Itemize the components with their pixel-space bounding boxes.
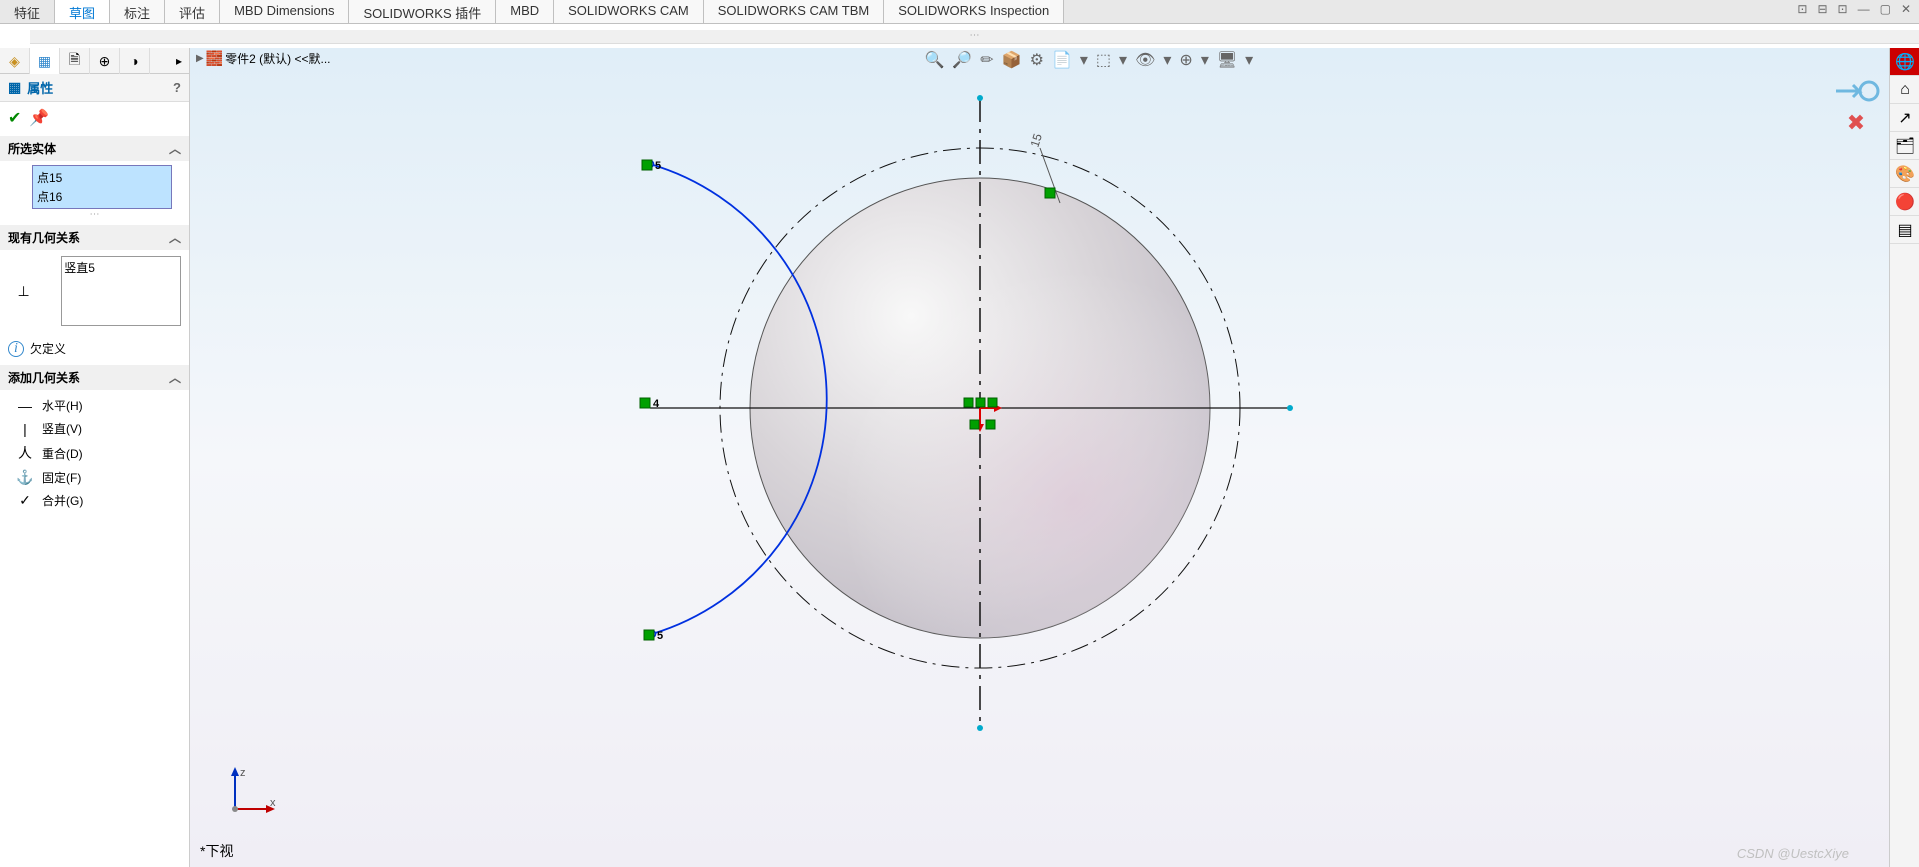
relation-label: 固定(F)	[42, 469, 81, 486]
tab-mbd-dimensions[interactable]: MBD Dimensions	[220, 0, 349, 23]
minimize-icon[interactable]: —	[1858, 2, 1870, 16]
tab-evaluate[interactable]: 评估	[165, 0, 220, 23]
dimexpert-tab-icon[interactable]: ⊕	[90, 48, 120, 74]
relation-label: 重合(D)	[42, 445, 83, 462]
horizontal-icon: —	[16, 398, 34, 414]
appearances-icon[interactable]: 🔴	[1890, 188, 1919, 216]
chevron-up-icon: ︿	[169, 369, 181, 386]
sketch-status-text: 欠定义	[30, 340, 66, 357]
watermark-text: CSDN @UestcXiye	[1737, 846, 1849, 861]
relation-item[interactable]: 竖直5	[64, 259, 178, 276]
tab-sw-cam-tbm[interactable]: SOLIDWORKS CAM TBM	[704, 0, 884, 23]
chevron-up-icon: ︿	[169, 229, 181, 246]
flyout-arrow-icon[interactable]: ▸	[169, 48, 189, 73]
feature-tree-tab-icon[interactable]: ◈	[0, 48, 30, 74]
existing-relations-header[interactable]: 现有几何关系 ︿	[0, 225, 189, 250]
relation-merge[interactable]: ✓ 合并(G)	[8, 489, 181, 512]
relation-label: 竖直(V)	[42, 420, 82, 437]
relation-label: 合并(G)	[42, 492, 83, 509]
chevron-up-icon: ︿	[169, 140, 181, 157]
existing-relations-list[interactable]: 竖直5	[61, 256, 181, 326]
svg-text:x: x	[270, 797, 276, 809]
pin-icon[interactable]: 📌	[29, 108, 49, 128]
svg-text:z: z	[240, 767, 246, 779]
tab-annotate[interactable]: 标注	[110, 0, 165, 23]
existing-relations-section: 现有几何关系 ︿ ⊥ 竖直5	[0, 223, 189, 334]
svg-text:15: 15	[1028, 132, 1046, 149]
help-icon[interactable]: ?	[173, 80, 181, 95]
relation-fix[interactable]: ⚓ 固定(F)	[8, 466, 181, 489]
sketch-graphics: 15 5 4 5	[190, 48, 1889, 867]
svg-text:5: 5	[657, 630, 663, 642]
view-orientation-label: *下视	[200, 841, 233, 861]
relation-label: 水平(H)	[42, 397, 83, 414]
sketch-status-row: i 欠定义	[0, 334, 189, 363]
panel-title: 属性	[27, 78, 53, 97]
orientation-triad[interactable]: z x	[220, 764, 280, 827]
home-icon[interactable]: ⌂	[1890, 76, 1919, 104]
selected-entities-list[interactable]: 点15 点16	[32, 165, 172, 209]
design-library-icon[interactable]: ↗	[1890, 104, 1919, 132]
restore-doc-icon[interactable]: ⊡	[1797, 2, 1807, 16]
property-manager-panel: ◈ ▦ 🗎 ⊕ ◑ ▸ ▦ 属性 ? ✔ 📌 所选实体 ︿ 点15 点16 ⋯ …	[0, 48, 190, 867]
add-relations-header[interactable]: 添加几何关系 ︿	[0, 365, 189, 390]
tab-sw-inspection[interactable]: SOLIDWORKS Inspection	[884, 0, 1064, 23]
svg-text:4: 4	[653, 398, 660, 410]
add-relations-section: 添加几何关系 ︿ — 水平(H) | 竖直(V) 人重合(D) ⚓ 固定(F) ✓ 合并…	[0, 363, 189, 518]
vertical-icon: |	[16, 421, 34, 437]
display-tab-icon[interactable]: ◑	[120, 48, 150, 74]
tab-sw-cam[interactable]: SOLIDWORKS CAM	[554, 0, 704, 23]
config-tab-icon[interactable]: 🗎	[60, 48, 90, 74]
merge-icon: ✓	[16, 492, 34, 509]
relation-horizontal[interactable]: — 水平(H)	[8, 394, 181, 417]
panel-header: ▦ 属性 ?	[0, 74, 189, 102]
minimize-doc-icon[interactable]: ⊟	[1817, 2, 1827, 16]
relation-icon: ⊥	[16, 283, 31, 300]
sw-resources-icon[interactable]: 🌐	[1890, 48, 1919, 76]
properties-icon: ▦	[8, 79, 21, 96]
tab-mbd[interactable]: MBD	[496, 0, 554, 23]
fix-icon: ⚓	[16, 469, 34, 486]
relation-coincident[interactable]: 人重合(D)	[8, 440, 181, 466]
existing-relations-label: 现有几何关系	[8, 229, 80, 246]
left-panel-tabs: ◈ ▦ 🗎 ⊕ ◑ ▸	[0, 48, 189, 74]
info-icon: i	[8, 341, 24, 357]
window-controls: ⊡ ⊟ ⊡ — ▢ ✕	[1797, 2, 1911, 16]
selected-entities-section: 所选实体 ︿ 点15 点16 ⋯	[0, 134, 189, 223]
svg-text:5: 5	[655, 160, 661, 172]
relation-vertical[interactable]: | 竖直(V)	[8, 417, 181, 440]
resize-handle[interactable]: ⋯	[8, 209, 181, 217]
add-relations-label: 添加几何关系	[8, 369, 80, 386]
ok-check-icon[interactable]: ✔	[8, 108, 21, 128]
toolbar-separator: ⋯	[30, 30, 1919, 44]
task-pane: 🌐 ⌂ ↗ 🗂 🎨 🔴 ▤	[1889, 48, 1919, 867]
maximize-doc-icon[interactable]: ⊡	[1838, 2, 1848, 16]
panel-actions: ✔ 📌	[0, 102, 189, 134]
tab-sketch[interactable]: 草图	[55, 0, 110, 23]
selected-entity-item[interactable]: 点15	[35, 168, 169, 187]
command-manager-tabs: 特征 草图 标注 评估 MBD Dimensions SOLIDWORKS 插件…	[0, 0, 1919, 24]
selected-entities-label: 所选实体	[8, 140, 56, 157]
close-icon[interactable]: ✕	[1901, 2, 1911, 16]
property-tab-icon[interactable]: ▦	[30, 48, 60, 74]
tab-feature[interactable]: 特征	[0, 0, 55, 23]
custom-props-icon[interactable]: ▤	[1890, 216, 1919, 244]
view-palette-icon[interactable]: 🎨	[1890, 160, 1919, 188]
graphics-viewport[interactable]: ▶ 🧱 零件2 (默认) <<默... 🔍 🔎 ✏ 📦 ⚙ 📄 ▾ ⬚ ▾ 👁 …	[190, 48, 1889, 867]
selected-entities-header[interactable]: 所选实体 ︿	[0, 136, 189, 161]
maximize-icon[interactable]: ▢	[1880, 2, 1891, 16]
tab-sw-plugins[interactable]: SOLIDWORKS 插件	[349, 0, 496, 23]
file-explorer-icon[interactable]: 🗂	[1890, 132, 1919, 160]
selected-entity-item[interactable]: 点16	[35, 187, 169, 206]
coincident-icon: 人	[16, 443, 34, 463]
